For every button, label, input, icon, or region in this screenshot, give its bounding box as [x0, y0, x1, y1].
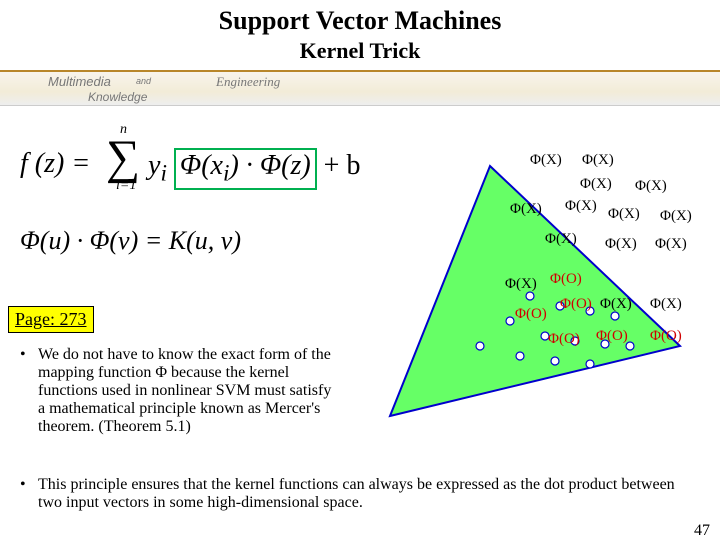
f1-lhs: f (z) =	[20, 148, 90, 180]
sigma-icon: ∑	[106, 130, 140, 185]
banner-word-4: Knowledge	[88, 90, 147, 104]
phi-o-label: Φ(O)	[550, 271, 582, 288]
f1-y-sub: i	[160, 161, 166, 187]
bullet-dot-icon: •	[20, 346, 38, 436]
f1-phi1-close: )	[229, 150, 238, 181]
f1-body: yi Φ(xi) · Φ(z) + b	[148, 148, 360, 190]
slide-title: Support Vector Machines	[0, 6, 720, 36]
f1-phi2: Φ(z)	[260, 150, 311, 181]
banner-word-2: and	[136, 76, 151, 86]
phi-x-label: Φ(X)	[605, 236, 637, 253]
f1-phi1: Φ(x	[180, 150, 223, 181]
f1-dot: ·	[246, 150, 253, 181]
f1-tail: + b	[324, 150, 361, 181]
banner-word-3: Engineering	[216, 74, 280, 90]
feature-space-diagram: Φ(X)Φ(X)Φ(X)Φ(X)Φ(X)Φ(X)Φ(X)Φ(X)Φ(X)Φ(X)…	[360, 146, 710, 456]
page-badge: Page: 273	[8, 306, 94, 333]
data-point	[586, 360, 594, 368]
phi-o-label: Φ(O)	[515, 306, 547, 323]
slide-subtitle: Kernel Trick	[0, 38, 720, 64]
phi-o-label: Φ(O)	[596, 328, 628, 345]
f1-y: y	[148, 150, 160, 181]
phi-o-label: Φ(O)	[548, 331, 580, 348]
phi-x-label: Φ(X)	[530, 152, 562, 169]
bullet-dot-icon: •	[20, 476, 38, 512]
formula-1: f (z) = ∑ n i=1 yi Φ(xi) · Φ(z) + b	[20, 126, 380, 196]
phi-x-label: Φ(X)	[565, 198, 597, 215]
phi-x-label: Φ(X)	[635, 178, 667, 195]
phi-x-label: Φ(X)	[660, 208, 692, 225]
data-point	[551, 357, 559, 365]
data-point	[611, 312, 619, 320]
phi-x-label: Φ(X)	[505, 276, 537, 293]
data-point	[516, 352, 524, 360]
f1-phi-box: Φ(xi) · Φ(z)	[174, 148, 317, 190]
data-point	[526, 292, 534, 300]
f1-sigma-bot: i=1	[116, 178, 136, 194]
phi-x-label: Φ(X)	[600, 296, 632, 313]
brand-banner: Multimedia and Engineering Knowledge	[0, 70, 720, 106]
phi-o-label: Φ(O)	[650, 328, 682, 345]
banner-word-1: Multimedia	[48, 74, 111, 89]
phi-x-label: Φ(X)	[582, 152, 614, 169]
phi-x-label: Φ(X)	[655, 236, 687, 253]
phi-x-label: Φ(X)	[510, 201, 542, 218]
slide-number: 47	[694, 522, 710, 540]
formula-area: f (z) = ∑ n i=1 yi Φ(xi) · Φ(z) + b Φ(u)…	[20, 126, 380, 266]
bullet-2-text: This principle ensures that the kernel f…	[38, 476, 700, 512]
phi-x-label: Φ(X)	[650, 296, 682, 313]
phi-x-label: Φ(X)	[608, 206, 640, 223]
formula-2: Φ(u) · Φ(v) = K(u, v)	[20, 226, 380, 266]
bullet-1: • We do not have to know the exact form …	[20, 346, 340, 436]
f1-sigma-top: n	[120, 122, 127, 138]
data-point	[476, 342, 484, 350]
phi-x-label: Φ(X)	[580, 176, 612, 193]
bullet-1-text: We do not have to know the exact form of…	[38, 346, 340, 436]
phi-o-label: Φ(O)	[560, 296, 592, 313]
data-point	[506, 317, 514, 325]
phi-x-label: Φ(X)	[545, 231, 577, 248]
f2-content: Φ(u) · Φ(v) = K(u, v)	[20, 226, 241, 256]
bullet-2: • This principle ensures that the kernel…	[20, 476, 700, 512]
